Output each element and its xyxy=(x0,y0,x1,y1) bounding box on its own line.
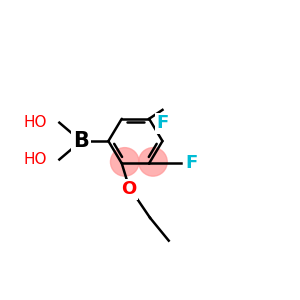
Circle shape xyxy=(139,148,167,176)
Text: HO: HO xyxy=(24,152,47,167)
Text: F: F xyxy=(156,114,169,132)
Circle shape xyxy=(110,148,139,176)
Text: O: O xyxy=(121,180,136,198)
Text: HO: HO xyxy=(24,115,47,130)
Text: B: B xyxy=(73,131,89,151)
Text: F: F xyxy=(186,154,198,172)
